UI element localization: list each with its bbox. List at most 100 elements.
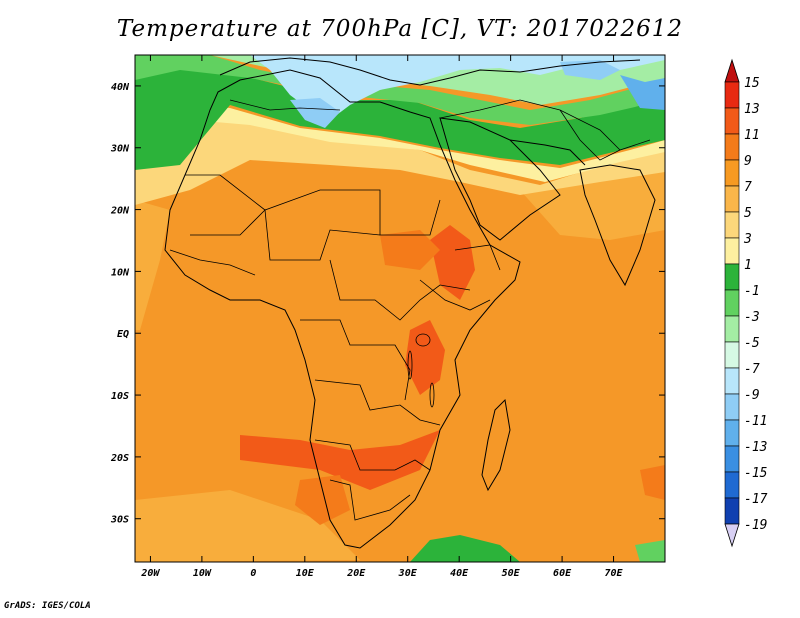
map-frame	[134, 54, 666, 563]
lon-tick-label: 50E	[502, 568, 521, 579]
field-band-blue-cell-west	[290, 98, 340, 128]
colorbar-swatch	[724, 471, 740, 499]
lon-tick-label: 20E	[346, 568, 366, 579]
coastline-india	[579, 164, 656, 287]
border-middle-east	[439, 99, 621, 151]
border-west-africa	[169, 249, 256, 276]
field-warm-spot-sudan	[380, 230, 440, 270]
field-warm-spot-kalahari	[295, 475, 350, 525]
border-namibia	[329, 479, 411, 521]
colorbar-label: 3	[743, 232, 752, 247]
colorbar-top-arrow	[724, 58, 740, 83]
lat-tick-label: 10S	[111, 391, 129, 402]
border-asia	[559, 109, 651, 161]
coastline-persian-gulf	[509, 139, 586, 166]
coastline-africa	[164, 69, 521, 549]
lat-tick-label: 10N	[111, 267, 130, 278]
colorbar-label: -17	[744, 492, 768, 507]
colorbar-swatch	[724, 419, 740, 447]
coastlines	[164, 57, 656, 549]
colorbar-swatch	[724, 185, 740, 213]
colorbar-label: 15	[744, 76, 760, 91]
colorbar-swatch	[724, 367, 740, 395]
lat-tick-label: 30N	[110, 144, 130, 155]
longitude-ticks: 20W 10W 0 10E 20E 30E 40E 50E 60E 70E	[140, 55, 624, 579]
field-warm-spot-southern-africa	[240, 430, 440, 490]
border-sahara	[185, 174, 441, 236]
colorbar-label: -7	[744, 362, 760, 377]
colorbar-label: -15	[744, 466, 768, 481]
lon-tick-label: 10W	[193, 568, 212, 579]
grads-credit: GrADS: IGES/COLA	[4, 601, 91, 611]
colorbar-label: 9	[744, 154, 752, 169]
lat-tick-label: 20N	[110, 206, 130, 217]
colorbar-swatch	[724, 289, 740, 317]
colorbar-label: -19	[744, 518, 767, 533]
lon-tick-label: 30E	[398, 568, 418, 579]
lon-tick-label: 10E	[296, 568, 315, 579]
lakes	[407, 333, 435, 408]
colorbar-swatch	[724, 341, 740, 369]
field-band-light-green	[135, 55, 665, 125]
border-angola-zambia	[314, 379, 441, 426]
country-borders	[169, 99, 651, 521]
field-band-light-blue	[250, 55, 665, 120]
colorbar-swatch	[724, 315, 740, 343]
colorbar-swatch	[724, 133, 740, 161]
field-warm-spot-ethiopia	[430, 225, 475, 300]
colorbar-label: -9	[744, 388, 760, 403]
border-maghreb	[229, 99, 341, 111]
field-band-green	[135, 60, 665, 170]
colorbar-label: -5	[744, 336, 760, 351]
colorbar-swatch	[724, 81, 740, 109]
lon-tick-label: 70E	[605, 568, 624, 579]
lat-tick-label: 30S	[110, 515, 129, 526]
colorbar-swatch	[724, 445, 740, 473]
colorbar-swatch	[724, 497, 740, 525]
map-title: Temperature at 700hPa [C], VT: 201702261…	[116, 16, 684, 42]
lon-tick-label: 40E	[450, 568, 469, 579]
colorbar-label: -11	[744, 414, 767, 429]
field-band-pale-yellow	[135, 100, 665, 182]
colorbar-swatch	[724, 159, 740, 187]
border-horn	[454, 244, 501, 271]
colorbar-label: 11	[744, 128, 760, 143]
temperature-field	[135, 55, 665, 562]
lon-tick-label: 60E	[553, 568, 572, 579]
colorbar-swatch	[724, 237, 740, 265]
lat-tick-label: 40N	[111, 82, 130, 93]
field-band-light-orange-south	[135, 490, 360, 562]
lat-tick-label: EQ	[117, 329, 129, 340]
lake-tanganyika	[407, 350, 413, 380]
colorbar-label: 1	[744, 258, 752, 273]
field-warm-spot-east-edge	[640, 465, 665, 500]
border-east	[419, 279, 491, 311]
colorbar-label: -1	[744, 284, 760, 299]
field-band-green-southeast	[635, 540, 665, 562]
border-southern	[314, 439, 431, 471]
lake-malawi	[429, 382, 435, 408]
colorbar-label: 13	[744, 102, 760, 117]
colorbar-swatch	[724, 107, 740, 135]
lake-victoria	[415, 333, 431, 347]
colorbar-label: -13	[744, 440, 767, 455]
latitude-ticks: 40N 30N 20N 10N EQ 10S 20S 30S	[110, 82, 665, 526]
field-warm-spot-east-africa	[405, 320, 445, 395]
colorbar-swatch	[724, 393, 740, 421]
lat-tick-label: 20S	[110, 453, 129, 464]
lon-tick-label: 0	[250, 568, 256, 579]
border-congo	[300, 319, 411, 401]
colorbar-label: -3	[744, 310, 760, 325]
field-band-light-orange-west	[135, 200, 170, 330]
lon-tick-label: 20W	[140, 568, 160, 579]
colorbar: 15 13 11 9 7 5 3 1 -1 -3 -5 -7 -9 -11 -13 -15 -17 -19	[724, 58, 768, 548]
colorbar-label: 5	[744, 206, 752, 221]
coastline-europe	[219, 57, 641, 86]
field-band-blue-cell-east	[620, 75, 665, 110]
border-sahel	[190, 209, 381, 261]
coastline-arabia	[439, 117, 561, 241]
colorbar-swatch	[724, 211, 740, 239]
colorbar-swatch	[724, 263, 740, 291]
colorbar-label: 7	[744, 180, 752, 195]
